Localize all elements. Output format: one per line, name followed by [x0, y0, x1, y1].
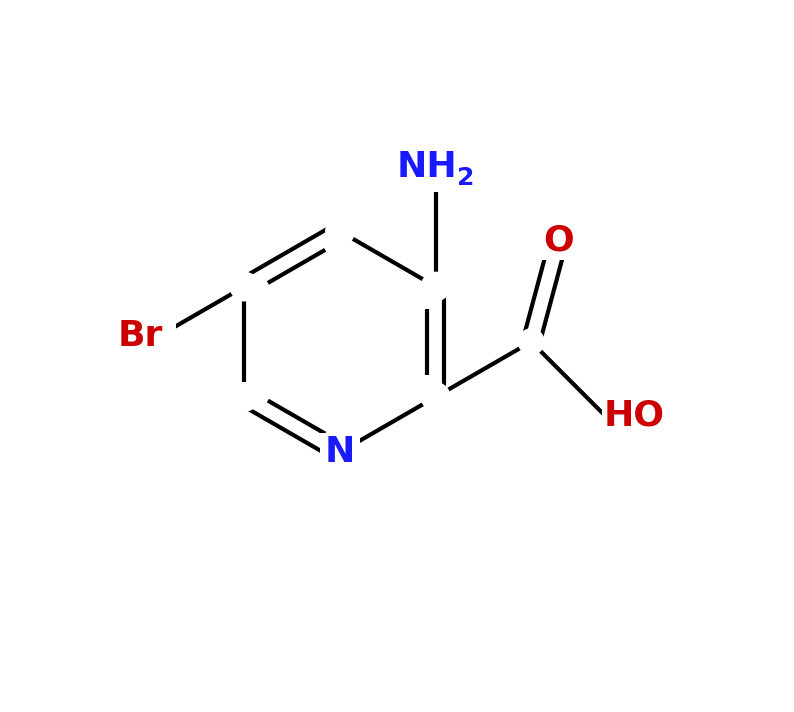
- Text: O: O: [543, 224, 574, 258]
- FancyBboxPatch shape: [602, 397, 666, 436]
- Circle shape: [422, 272, 450, 300]
- Text: Br: Br: [118, 319, 164, 353]
- FancyBboxPatch shape: [105, 317, 176, 356]
- Circle shape: [422, 383, 450, 412]
- FancyBboxPatch shape: [393, 150, 478, 192]
- FancyBboxPatch shape: [321, 433, 360, 472]
- Text: NH: NH: [397, 150, 457, 184]
- Text: N: N: [325, 435, 355, 469]
- Circle shape: [230, 383, 259, 412]
- Circle shape: [518, 329, 544, 355]
- Text: HO: HO: [603, 399, 665, 433]
- Circle shape: [230, 272, 259, 300]
- Text: 2: 2: [457, 166, 474, 190]
- FancyBboxPatch shape: [539, 221, 578, 260]
- Circle shape: [326, 217, 354, 246]
